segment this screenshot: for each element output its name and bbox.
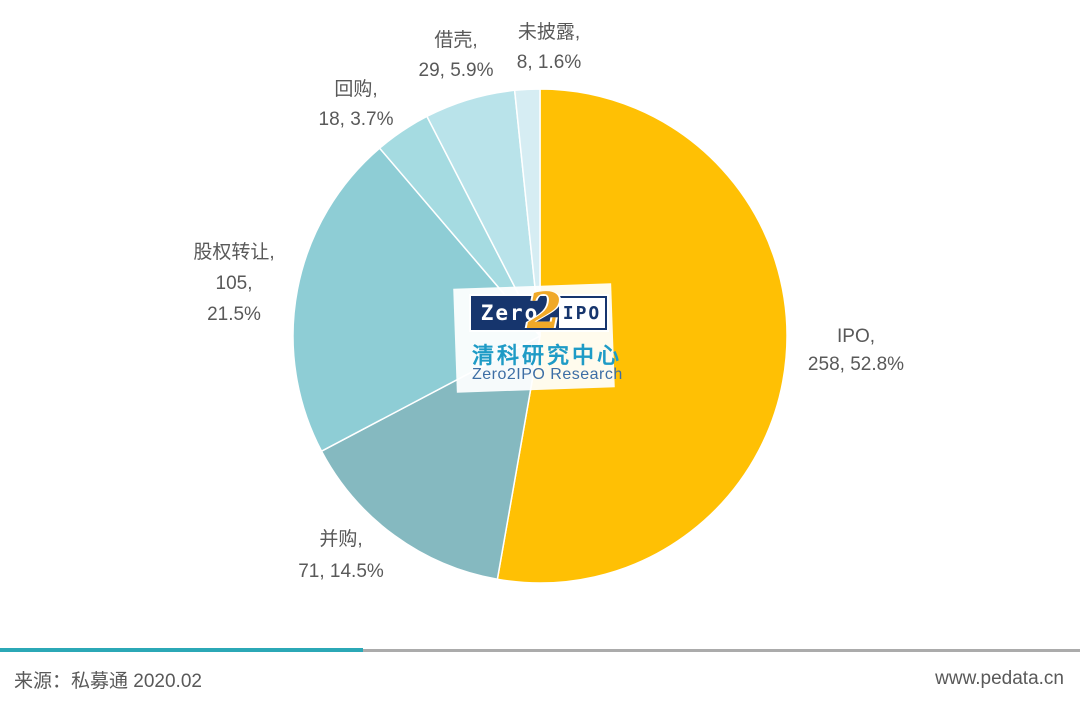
footer-gray-rule	[363, 649, 1080, 652]
slice-label-line: 258, 52.8%	[807, 354, 905, 375]
logo-english-name: Zero2IPO Research	[472, 366, 623, 383]
website-text: www.pedata.cn	[935, 668, 1064, 689]
slice-label-ma: 并购, 71, 14.5%	[298, 524, 384, 588]
logo-ipo-text: IPO	[557, 298, 605, 328]
slice-label-equity-transfer: 股权转让, 105, 21.5%	[193, 237, 274, 330]
logo-chinese-name: 清科研究中心	[472, 343, 623, 368]
logo-zero-text: Zero	[473, 298, 557, 328]
slice-label-ipo: IPO, 258, 52.8%	[808, 323, 904, 379]
slice-label-line: 29, 5.9%	[418, 60, 494, 81]
logo-two-glyph: 2	[527, 281, 562, 340]
source-text: 来源：私募通 2020.02	[14, 671, 202, 692]
slice-label-line: 未披露,	[517, 22, 581, 43]
pie-slice-ipo	[496, 88, 788, 584]
slice-label-line: 股权转让,	[193, 242, 275, 263]
zero2ipo-logo: Zero IPO	[471, 296, 607, 330]
slice-label-undisclosed: 未披露, 8, 1.6%	[517, 18, 581, 78]
slice-label-line: 71, 14.5%	[298, 561, 384, 582]
pie-slice-ma	[320, 335, 541, 581]
slice-label-line: 并购,	[319, 529, 363, 550]
pie-slice-undisclosed	[513, 88, 541, 337]
slice-label-line: 回购,	[334, 79, 378, 100]
slice-label-line: 借壳,	[434, 30, 478, 51]
slice-label-line: 21.5%	[207, 304, 261, 325]
footer-accent-rule	[0, 648, 363, 652]
slice-label-buyback: 回购, 18, 3.7%	[319, 75, 394, 135]
slice-label-backdoor-listing: 借壳, 29, 5.9%	[419, 26, 494, 86]
slice-label-line: 18, 3.7%	[318, 109, 394, 130]
slice-label-line: IPO,	[836, 326, 876, 347]
pie-slice-equity-transfer	[292, 147, 541, 452]
slice-label-line: 105,	[215, 273, 253, 294]
slice-label-line: 8, 1.6%	[516, 52, 582, 73]
